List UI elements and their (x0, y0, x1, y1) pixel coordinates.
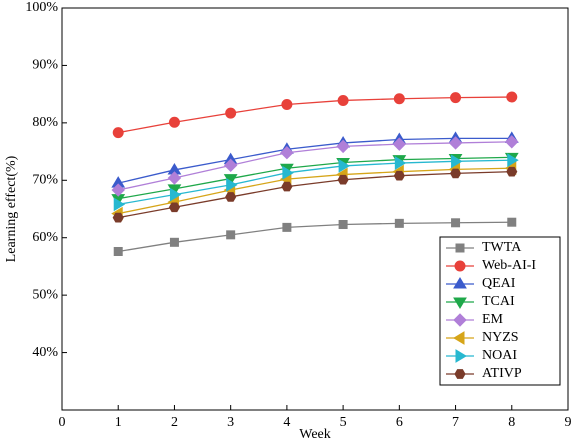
legend-label: NYZS (482, 330, 519, 345)
series-line (118, 167, 512, 215)
marker (450, 92, 462, 104)
marker (169, 237, 179, 247)
y-tick-label: 50% (32, 287, 58, 302)
series-line (118, 96, 512, 134)
marker (507, 153, 519, 168)
y-axis-label: Learning effect(%) (4, 155, 19, 262)
marker (448, 136, 463, 150)
marker (453, 313, 467, 327)
legend-label: EM (482, 312, 504, 327)
marker (449, 168, 462, 179)
y-tick-label: 90% (32, 58, 58, 73)
marker (394, 218, 404, 228)
marker (113, 197, 126, 212)
legend-label: TWTA (482, 240, 522, 255)
marker (281, 98, 293, 110)
marker (338, 220, 348, 230)
y-tick-label: 70% (32, 173, 58, 188)
marker (394, 156, 407, 170)
series-line (118, 156, 512, 200)
marker (112, 127, 124, 139)
marker (454, 369, 466, 379)
x-tick-label: 8 (508, 415, 515, 430)
marker (223, 158, 238, 173)
marker (455, 243, 465, 253)
legend-label: QEAI (482, 276, 516, 291)
marker (167, 171, 182, 185)
marker (505, 135, 519, 149)
marker (337, 174, 349, 185)
marker (451, 218, 461, 228)
marker (453, 331, 465, 345)
marker (393, 93, 405, 105)
x-tick-label: 2 (171, 415, 178, 430)
marker (337, 94, 349, 106)
series-line (118, 171, 512, 219)
marker (454, 260, 466, 272)
marker (280, 146, 294, 160)
marker (226, 230, 236, 240)
marker (453, 277, 467, 289)
marker (168, 202, 181, 213)
x-tick-label: 1 (115, 415, 122, 430)
x-tick-label: 3 (227, 415, 234, 430)
marker (225, 107, 237, 119)
marker (392, 137, 407, 151)
x-tick-label: 4 (283, 415, 290, 430)
marker (506, 166, 518, 177)
y-tick-label: 60% (32, 230, 58, 245)
x-tick-label: 0 (59, 415, 66, 430)
series-line (118, 141, 512, 191)
legend-label: ATIVP (482, 366, 522, 381)
marker (282, 222, 292, 232)
marker (281, 181, 293, 192)
y-tick-label: 80% (32, 115, 58, 130)
marker (168, 116, 180, 128)
plot-frame (61, 7, 569, 411)
marker (225, 192, 237, 202)
marker (113, 246, 123, 256)
legend-label: NOAI (482, 348, 517, 363)
marker (111, 183, 125, 197)
x-tick-label: 9 (565, 415, 572, 430)
marker (336, 139, 350, 154)
marker (282, 165, 294, 180)
y-tick-label: 40% (32, 345, 58, 360)
x-tick-label: 7 (452, 415, 459, 430)
marker (226, 177, 238, 192)
x-axis-label: Week (299, 427, 331, 442)
marker (455, 349, 467, 363)
marker (169, 187, 182, 202)
marker (453, 297, 467, 309)
marker (507, 217, 517, 227)
series-line (118, 137, 512, 184)
legend-label: Web-AI-I (482, 258, 536, 273)
y-tick-label: 100% (25, 0, 58, 15)
x-tick-label: 6 (396, 415, 403, 430)
marker (112, 212, 124, 223)
marker (506, 91, 518, 103)
marker (451, 154, 463, 169)
x-tick-label: 5 (340, 415, 347, 430)
marker (338, 159, 351, 173)
series-line (118, 221, 512, 253)
legend-label: TCAI (482, 294, 515, 309)
marker (393, 170, 405, 181)
series-line (118, 159, 512, 206)
